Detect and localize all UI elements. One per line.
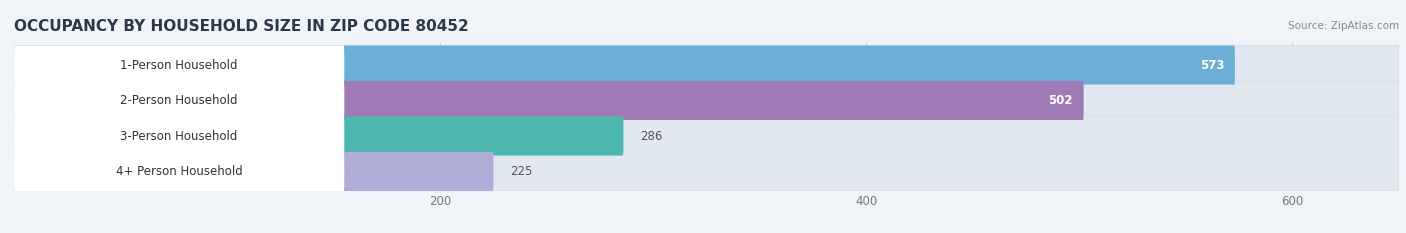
Text: 573: 573 (1199, 58, 1225, 72)
FancyBboxPatch shape (14, 81, 1084, 120)
FancyBboxPatch shape (14, 81, 1399, 120)
FancyBboxPatch shape (14, 116, 344, 156)
Text: 2-Person Household: 2-Person Household (121, 94, 238, 107)
FancyBboxPatch shape (14, 45, 1234, 85)
FancyBboxPatch shape (14, 81, 344, 120)
FancyBboxPatch shape (14, 45, 1399, 85)
FancyBboxPatch shape (14, 116, 623, 156)
FancyBboxPatch shape (14, 116, 1399, 156)
Text: 225: 225 (510, 165, 533, 178)
Text: 1-Person Household: 1-Person Household (121, 58, 238, 72)
Text: 286: 286 (641, 130, 662, 143)
Text: 4+ Person Household: 4+ Person Household (115, 165, 243, 178)
Text: 502: 502 (1049, 94, 1073, 107)
FancyBboxPatch shape (14, 45, 344, 85)
Text: 3-Person Household: 3-Person Household (121, 130, 238, 143)
FancyBboxPatch shape (14, 152, 1399, 191)
FancyBboxPatch shape (14, 152, 344, 191)
FancyBboxPatch shape (14, 152, 494, 191)
Text: OCCUPANCY BY HOUSEHOLD SIZE IN ZIP CODE 80452: OCCUPANCY BY HOUSEHOLD SIZE IN ZIP CODE … (14, 19, 468, 34)
Text: Source: ZipAtlas.com: Source: ZipAtlas.com (1288, 21, 1399, 31)
